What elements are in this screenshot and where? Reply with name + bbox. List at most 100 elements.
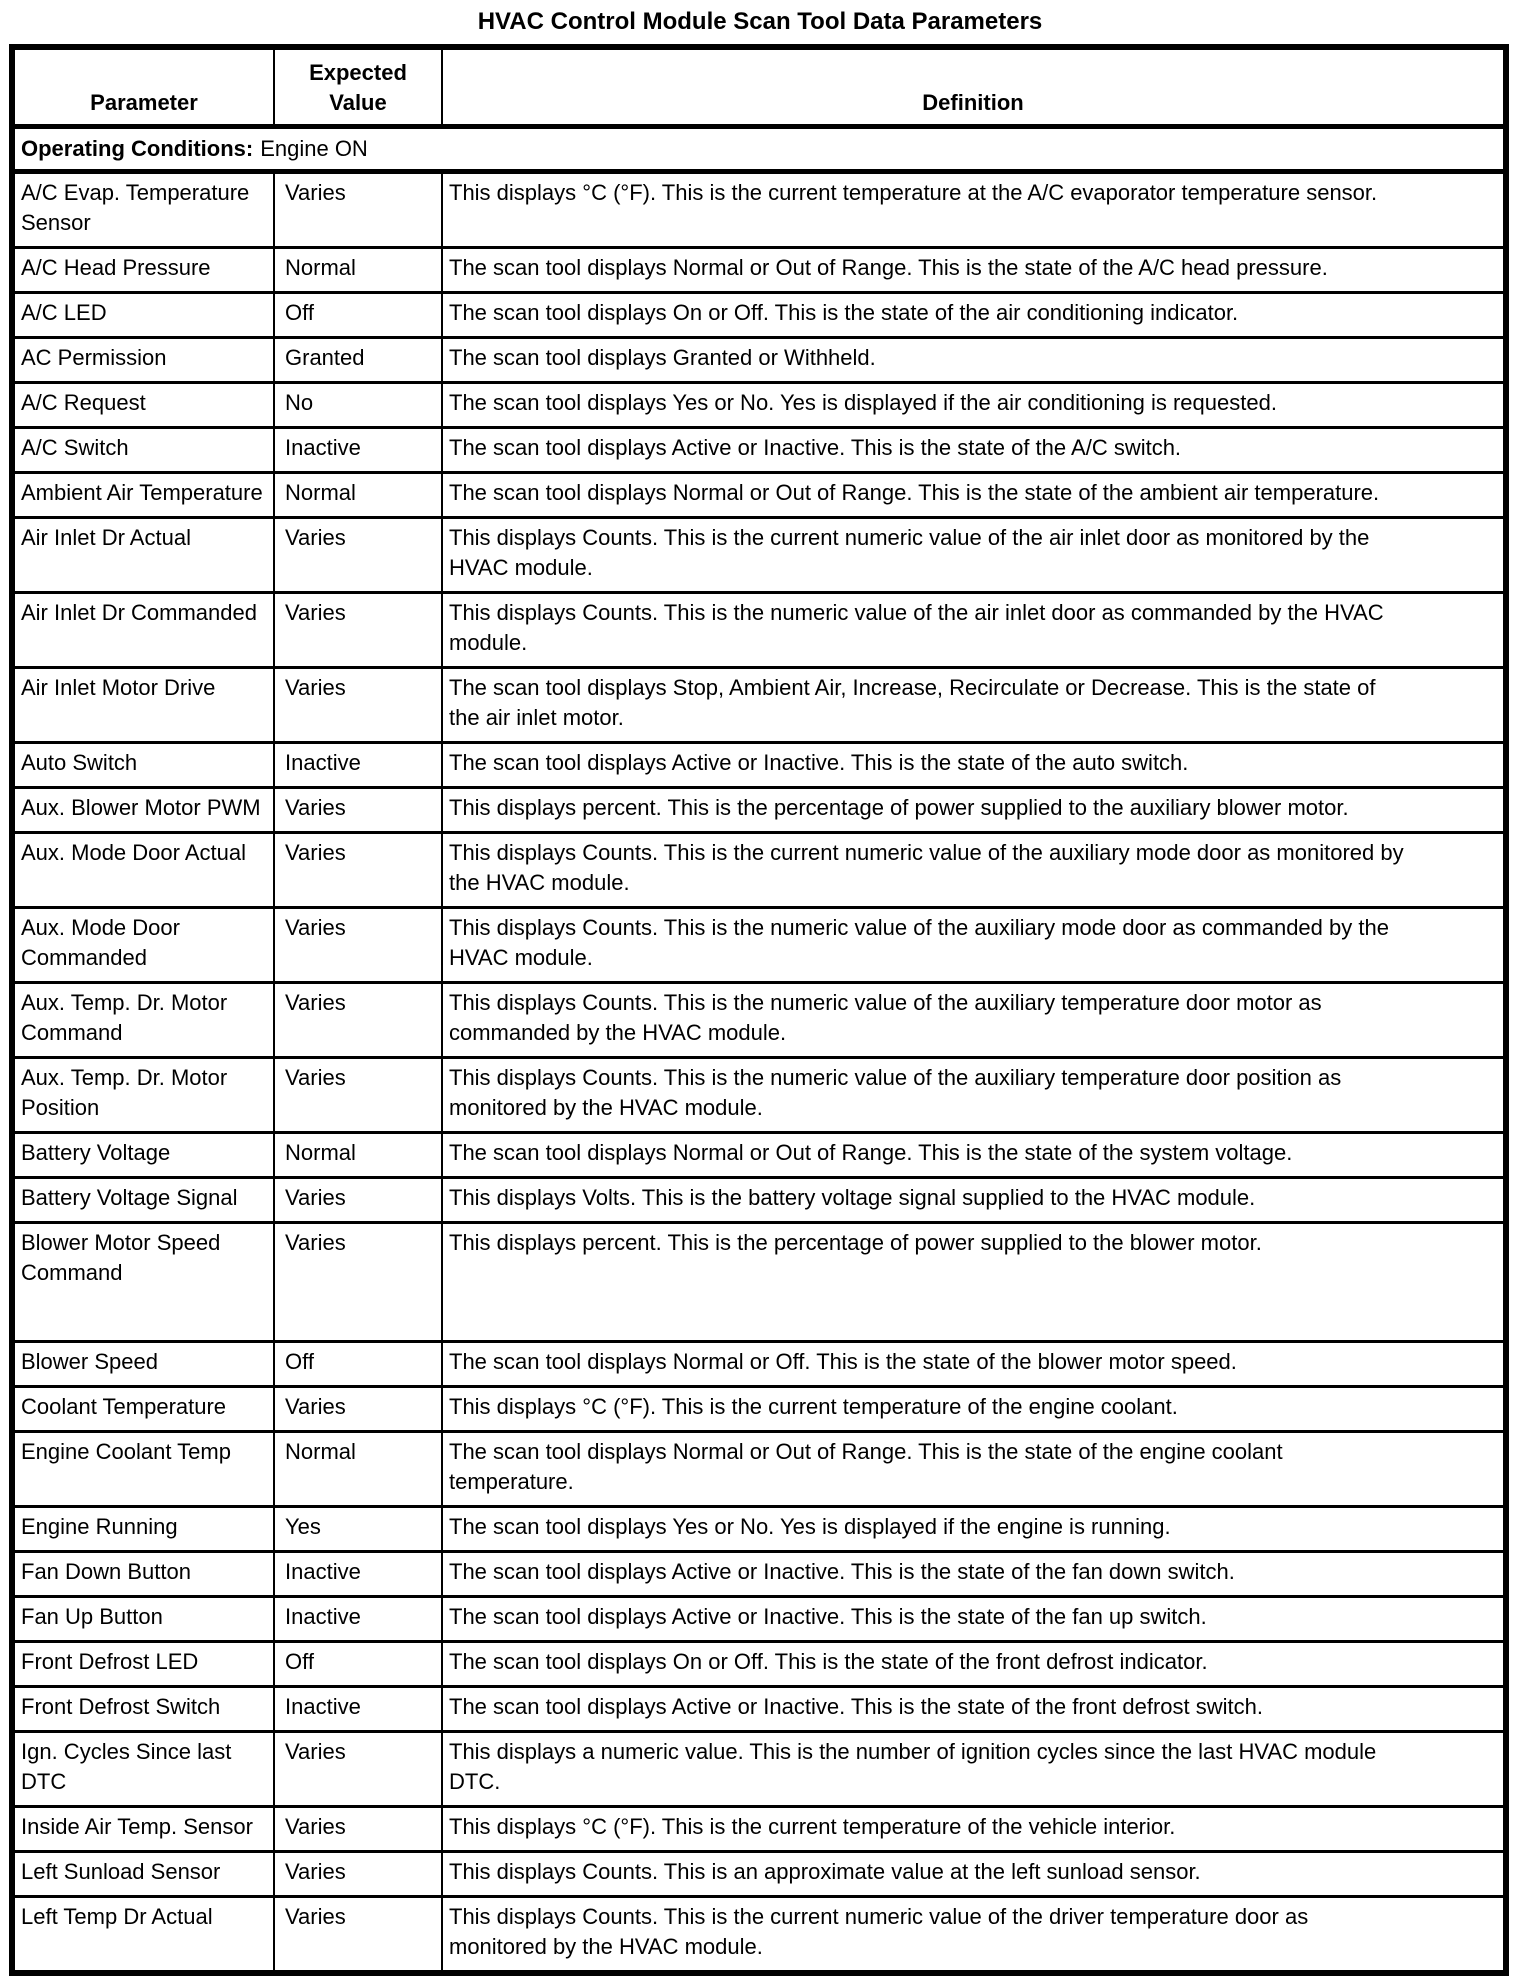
parameter-cell: Front Defrost LED	[11, 1640, 275, 1688]
definition-cell: This displays Counts. This is the numeri…	[441, 981, 1507, 1059]
expected-cell: Granted	[273, 336, 443, 384]
table-row: Engine Running Yes The scan tool displays …	[11, 1505, 1507, 1553]
operating-conditions-value: Engine ON	[260, 136, 368, 161]
parameter-cell: Aux. Mode Door Actual	[11, 831, 275, 909]
table-row: Battery Voltage Signal Varies This display…	[11, 1176, 1507, 1224]
expected-cell: Varies	[273, 1385, 443, 1433]
definition-cell: The scan tool displays Active or Inactiv…	[441, 1685, 1507, 1733]
parameter-cell: Battery Voltage Signal	[11, 1176, 275, 1224]
table-row: A/C Request No The scan tool displays Yes …	[11, 381, 1507, 429]
definition-cell: The scan tool displays Active or Inactiv…	[441, 1550, 1507, 1598]
parameter-cell: Coolant Temperature	[11, 1385, 275, 1433]
table-row: Battery Voltage Normal The scan tool displ…	[11, 1131, 1507, 1179]
definition-cell: The scan tool displays Normal or Out of …	[441, 1430, 1507, 1508]
table-row: Auto Switch Inactive The scan tool display…	[11, 741, 1507, 789]
table-row: Blower Motor Speed Command Varies This dis…	[11, 1221, 1507, 1343]
parameter-cell: A/C LED	[11, 291, 275, 339]
expected-cell: Varies	[273, 906, 443, 984]
definition-cell: This displays Counts. This is the curren…	[441, 516, 1507, 594]
column-header-expected-value: Expected Value	[273, 46, 443, 129]
definition-cell: This displays Counts. This is the numeri…	[441, 1056, 1507, 1134]
parameter-cell: Blower Speed	[11, 1340, 275, 1388]
expected-cell: Varies	[273, 516, 443, 594]
table-row: Air Inlet Dr Commanded Varies This display…	[11, 591, 1507, 669]
parameter-cell: Front Defrost Switch	[11, 1685, 275, 1733]
parameters-table: Parameter Expected Value Definition Oper…	[9, 44, 1509, 1976]
expected-cell: Normal	[273, 246, 443, 294]
expected-cell: No	[273, 381, 443, 429]
expected-cell: Varies	[273, 1850, 443, 1898]
table-row: AC Permission Granted The scan tool displa…	[11, 336, 1507, 384]
expected-cell: Off	[273, 1340, 443, 1388]
table-row: A/C LED Off The scan tool displays On or O…	[11, 291, 1507, 339]
definition-cell: The scan tool displays Normal or Out of …	[441, 246, 1507, 294]
expected-cell: Inactive	[273, 426, 443, 474]
table-row: Air Inlet Dr Actual Varies This displays C…	[11, 516, 1507, 594]
expected-cell: Varies	[273, 591, 443, 669]
table-row: Coolant Temperature Varies This displays °…	[11, 1385, 1507, 1433]
table-row: Ambient Air Temperature Normal The scan to…	[11, 471, 1507, 519]
page-title: HVAC Control Module Scan Tool Data Param…	[477, 8, 1043, 35]
definition-cell: This displays °C (°F). This is the curre…	[441, 170, 1507, 249]
table-row: A/C Switch Inactive The scan tool displays…	[11, 426, 1507, 474]
definition-cell: This displays percent. This is the perce…	[441, 1221, 1507, 1343]
parameter-cell: Auto Switch	[11, 741, 275, 789]
parameter-cell: Left Sunload Sensor	[11, 1850, 275, 1898]
definition-cell: The scan tool displays Granted or Withhe…	[441, 336, 1507, 384]
definition-cell: This displays Counts. This is the numeri…	[441, 591, 1507, 669]
parameter-cell: A/C Evap. Temperature Sensor	[11, 170, 275, 249]
expected-cell: Varies	[273, 1805, 443, 1853]
expected-cell: Yes	[273, 1505, 443, 1553]
operating-conditions-row: Operating Conditions: Engine ON	[11, 125, 1507, 174]
definition-cell: The scan tool displays Normal or Out of …	[441, 471, 1507, 519]
parameter-cell: Fan Down Button	[11, 1550, 275, 1598]
expected-cell: Varies	[273, 1730, 443, 1808]
table-row: Aux. Temp. Dr. Motor Command Varies This d…	[11, 981, 1507, 1059]
parameter-cell: Blower Motor Speed Command	[11, 1221, 275, 1343]
expected-cell: Inactive	[273, 1685, 443, 1733]
table-row: Air Inlet Motor Drive Varies The scan tool…	[11, 666, 1507, 744]
table-row: Front Defrost LED Off The scan tool displa…	[11, 1640, 1507, 1688]
table-row: Aux. Temp. Dr. Motor Position Varies This …	[11, 1056, 1507, 1134]
expected-cell: Normal	[273, 471, 443, 519]
expected-cell: Varies	[273, 981, 443, 1059]
table-row: A/C Evap. Temperature Sensor Varies This d…	[11, 170, 1507, 249]
table-row: Left Sunload Sensor Varies This displays C…	[11, 1850, 1507, 1898]
parameter-cell: Air Inlet Motor Drive	[11, 666, 275, 744]
expected-cell: Off	[273, 1640, 443, 1688]
expected-cell: Varies	[273, 1176, 443, 1224]
table-row: Left Temp Dr Actual Varies This displays C…	[11, 1895, 1507, 1975]
table-body: Operating Conditions: Engine ON A/C Evap.…	[11, 125, 1507, 1975]
definition-cell: This displays Counts. This is an approxi…	[441, 1850, 1507, 1898]
expected-cell: Varies	[273, 1221, 443, 1343]
parameter-cell: A/C Request	[11, 381, 275, 429]
definition-cell: The scan tool displays Stop, Ambient Air…	[441, 666, 1507, 744]
header-row: Parameter Expected Value Definition	[11, 46, 1507, 129]
parameter-cell: Air Inlet Dr Actual	[11, 516, 275, 594]
table-row: Fan Down Button Inactive The scan tool dis…	[11, 1550, 1507, 1598]
definition-cell: This displays °C (°F). This is the curre…	[441, 1805, 1507, 1853]
expected-cell: Off	[273, 291, 443, 339]
parameter-cell: Aux. Temp. Dr. Motor Command	[11, 981, 275, 1059]
definition-cell: The scan tool displays Yes or No. Yes is…	[441, 1505, 1507, 1553]
table-row: Aux. Mode Door Commanded Varies This displ…	[11, 906, 1507, 984]
expected-cell: Normal	[273, 1430, 443, 1508]
definition-cell: This displays Counts. This is the curren…	[441, 1895, 1507, 1975]
parameter-cell: Aux. Temp. Dr. Motor Position	[11, 1056, 275, 1134]
table-row: Aux. Blower Motor PWM Varies This displays…	[11, 786, 1507, 834]
parameter-cell: Aux. Mode Door Commanded	[11, 906, 275, 984]
expected-cell: Varies	[273, 1056, 443, 1134]
parameter-cell: Engine Coolant Temp	[11, 1430, 275, 1508]
parameter-cell: AC Permission	[11, 336, 275, 384]
operating-conditions-cell: Operating Conditions: Engine ON	[11, 125, 1507, 174]
definition-cell: This displays Counts. This is the curren…	[441, 831, 1507, 909]
table-row: Aux. Mode Door Actual Varies This displays…	[11, 831, 1507, 909]
definition-cell: The scan tool displays Yes or No. Yes is…	[441, 381, 1507, 429]
parameter-cell: Aux. Blower Motor PWM	[11, 786, 275, 834]
parameter-cell: A/C Switch	[11, 426, 275, 474]
parameter-cell: Engine Running	[11, 1505, 275, 1553]
expected-cell: Varies	[273, 1895, 443, 1975]
definition-cell: The scan tool displays On or Off. This i…	[441, 1640, 1507, 1688]
parameter-cell: Inside Air Temp. Sensor	[11, 1805, 275, 1853]
parameter-cell: Fan Up Button	[11, 1595, 275, 1643]
